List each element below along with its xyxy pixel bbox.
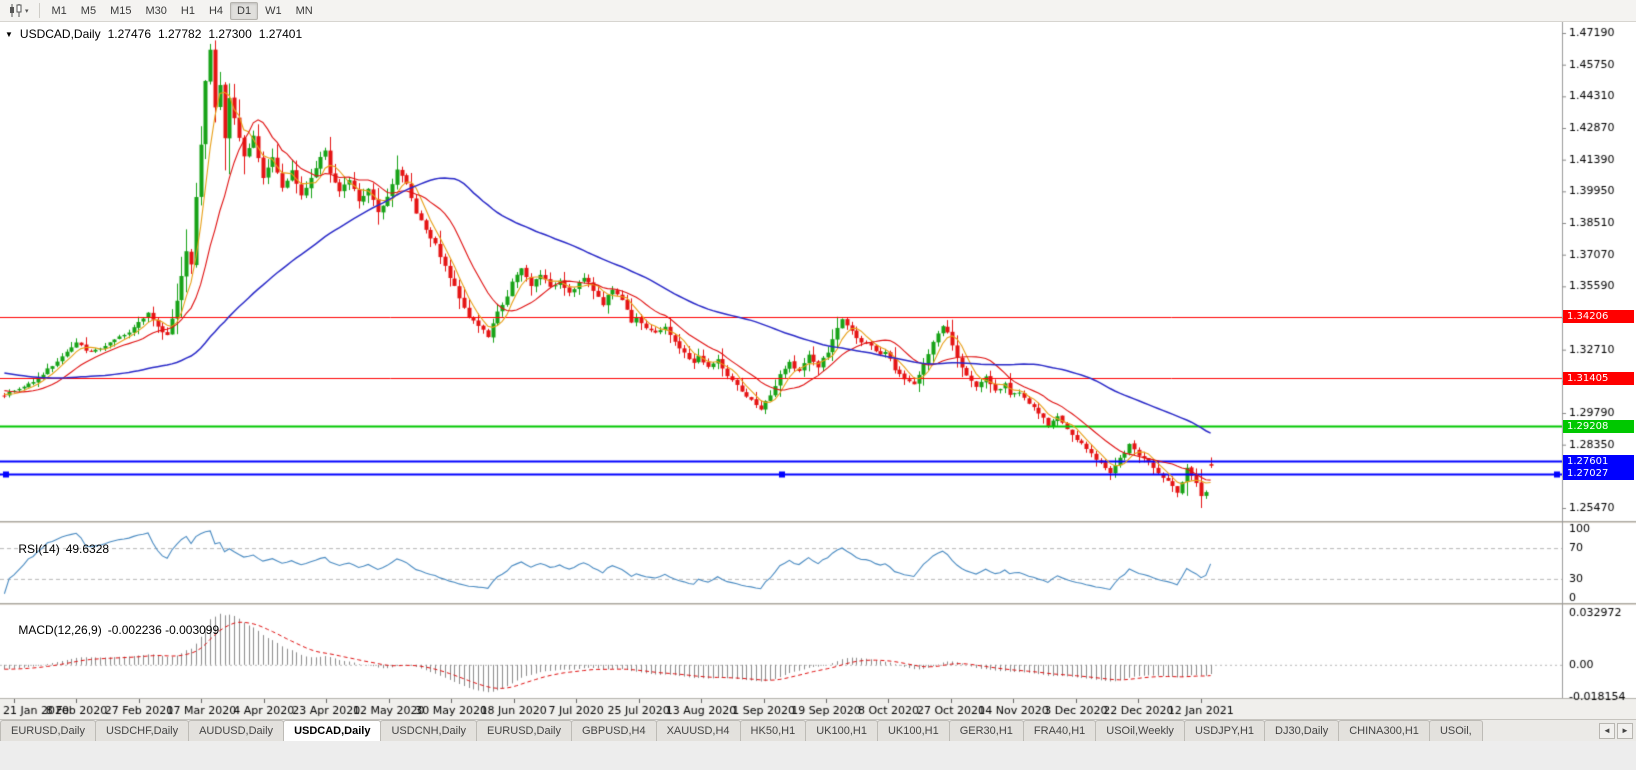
chart-tab-eurusd-daily[interactable]: EURUSD,Daily xyxy=(0,720,96,741)
chart-symbol-period: USDCAD,Daily xyxy=(19,27,101,41)
price-tag-1-34206: 1.34206 xyxy=(1563,310,1634,323)
chart-window: ▼ USDCAD,Daily 1.27476 1.27782 1.27300 1.2740… xyxy=(0,22,1636,719)
ohlc-close: 1.27401 xyxy=(258,27,303,41)
timeframe-button-h4[interactable]: H4 xyxy=(208,4,224,17)
chart-tab-usoil-[interactable]: USOil, xyxy=(1428,720,1483,741)
timeframe-button-m30[interactable]: M30 xyxy=(145,4,167,17)
macd-indicator-label: MACD(12,26,9) -0.002236 -0.003099 xyxy=(5,609,219,651)
chart-tab-audusd-daily[interactable]: AUDUSD,Daily xyxy=(188,720,285,741)
top-toolbar: ▾ M1 M5 M15 M30 H1 H4 D1 W1 MN xyxy=(0,0,1636,22)
timeframe-button-mn[interactable]: MN xyxy=(295,4,313,17)
tab-scroll-right-icon[interactable]: ► xyxy=(1617,722,1633,739)
macd-name: MACD(12,26,9) xyxy=(18,623,102,637)
price-tag-1-29208: 1.29208 xyxy=(1563,420,1634,433)
timeframe-button-w1[interactable]: W1 xyxy=(265,4,282,17)
chart-tab-uk100-h1[interactable]: UK100,H1 xyxy=(876,720,950,741)
tab-scroll-buttons: ◄ ► xyxy=(1596,720,1636,741)
price-tag-1-31405: 1.31405 xyxy=(1563,372,1634,385)
status-area xyxy=(0,741,1636,770)
price-tag-1-27601: 1.27601 xyxy=(1563,455,1634,468)
chart-tab-gbpusd-h4[interactable]: GBPUSD,H4 xyxy=(571,720,657,741)
ohlc-high: 1.27782 xyxy=(158,27,202,41)
timeframe-buttons: M1 M5 M15 M30 H1 H4 D1 W1 MN xyxy=(45,1,320,20)
chart-tab-usoil-weekly[interactable]: USOil,Weekly xyxy=(1095,720,1185,741)
chart-tab-usdcad-daily[interactable]: USDCAD,Daily xyxy=(283,720,382,741)
chart-menu-icon[interactable]: ▼ xyxy=(5,29,13,39)
toolbar-separator xyxy=(38,3,40,18)
chart-title: ▼ USDCAD,Daily 1.27476 1.27782 1.27300 1.2740… xyxy=(5,27,302,41)
chart-tab-usdcnh-daily[interactable]: USDCNH,Daily xyxy=(380,720,478,741)
ohlc-open: 1.27476 xyxy=(107,27,151,41)
chart-tab-uk100-h1[interactable]: UK100,H1 xyxy=(805,720,878,741)
rsi-name: RSI(14) xyxy=(18,542,60,556)
macd-values: -0.002236 -0.003099 xyxy=(107,623,220,637)
timeframe-button-m5[interactable]: M5 xyxy=(80,4,97,17)
timeframe-button-h1[interactable]: H1 xyxy=(180,4,195,17)
candlestick-chart-icon xyxy=(10,4,22,17)
chart-tab-china300-h1[interactable]: CHINA300,H1 xyxy=(1338,720,1430,741)
rsi-value: 49.6328 xyxy=(65,542,110,556)
chart-tab-usdjpy-h1[interactable]: USDJPY,H1 xyxy=(1183,720,1266,741)
chart-tabs: EURUSD,Daily USDCHF,Daily AUDUSD,Daily USDC… xyxy=(0,720,1596,741)
chart-tab-dj30-daily[interactable]: DJ30,Daily xyxy=(1264,720,1340,741)
chart-canvas[interactable] xyxy=(0,22,1636,719)
price-tag-1-27027: 1.27027 xyxy=(1563,467,1634,480)
chart-tab-ger30-h1[interactable]: GER30,H1 xyxy=(948,720,1024,741)
timeframe-button-m1[interactable]: M1 xyxy=(51,4,67,17)
chart-tab-bar: EURUSD,Daily USDCHF,Daily AUDUSD,Daily USDC… xyxy=(0,719,1636,741)
chart-tab-xauusd-h4[interactable]: XAUUSD,H4 xyxy=(655,720,741,741)
chart-tab-usdchf-daily[interactable]: USDCHF,Daily xyxy=(94,720,190,741)
chart-tab-fra40-h1[interactable]: FRA40,H1 xyxy=(1022,720,1097,741)
rsi-indicator-label: RSI(14) 49.6328 xyxy=(5,528,109,570)
timeframe-button-d1[interactable]: D1 xyxy=(230,1,259,20)
tab-scroll-left-icon[interactable]: ◄ xyxy=(1599,722,1615,739)
chart-tab-eurusd-daily[interactable]: EURUSD,Daily xyxy=(476,720,572,741)
timeframe-button-m15[interactable]: M15 xyxy=(110,4,132,17)
chart-tab-hk50-h1[interactable]: HK50,H1 xyxy=(739,720,807,741)
chart-type-button[interactable]: ▾ xyxy=(4,2,34,20)
dropdown-caret-icon: ▾ xyxy=(25,7,29,15)
ohlc-low: 1.27300 xyxy=(208,27,252,41)
